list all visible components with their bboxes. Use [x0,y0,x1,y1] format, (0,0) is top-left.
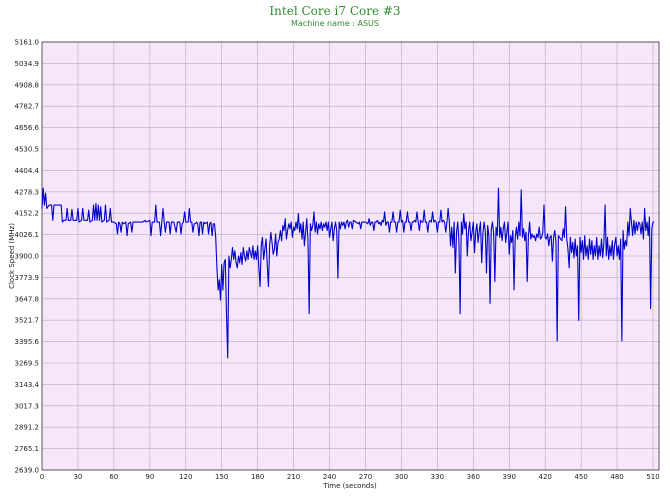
series-group [41,187,655,359]
x-tick-label: 150 [215,473,228,481]
x-tick-label: 180 [251,473,264,481]
x-tick-label: 450 [574,473,587,481]
y-tick-label: 4152.2 [15,210,40,218]
y-tick-label: 3647.8 [15,295,40,303]
x-tick-label: 360 [467,473,480,481]
y-tick-label: 3395.6 [15,338,40,346]
y-tick-label: 4530.5 [15,146,40,154]
y-tick-label: 4026.1 [15,231,40,239]
y-tick-label: 4278.3 [15,188,40,196]
y-tick-label: 3269.5 [15,360,40,368]
x-axis-ticks: 0 30 60 90 120 150 180 210 240 270 300 330 360 390 420… [40,473,660,481]
y-axis-label: Clock Speed (MHz) [8,223,16,289]
x-tick-label: 60 [109,473,118,481]
x-tick-label: 480 [610,473,623,481]
y-tick-label: 5034.9 [15,60,40,68]
x-tick-label: 510 [646,473,659,481]
grid-lines [41,41,659,471]
y-tick-label: 5161.0 [15,39,40,47]
y-tick-label: 3900.0 [15,253,40,261]
y-tick-label: 3017.3 [15,402,40,410]
y-tick-label: 4908.8 [15,81,40,89]
y-axis-ticks: 2639.0 2765.1 2891.2 3017.3 3143.4 3269.5 3395… [15,39,40,475]
y-tick-label: 4404.4 [15,167,40,175]
x-tick-label: 120 [179,473,192,481]
plot-frame [41,41,660,471]
x-tick-label: 300 [395,473,408,481]
y-tick-label: 2891.2 [15,424,40,432]
y-tick-label: 2765.1 [15,445,40,453]
y-tick-label: 3143.4 [15,381,40,389]
x-tick-label: 270 [359,473,372,481]
x-tick-label: 390 [503,473,516,481]
x-tick-label: 0 [40,473,44,481]
x-tick-label: 240 [323,473,336,481]
series-line [41,187,655,359]
x-tick-label: 330 [431,473,444,481]
x-tick-label: 210 [287,473,300,481]
x-axis-label: Time (seconds) [322,482,377,490]
x-tick-label: 90 [145,473,154,481]
y-tick-label: 4656.6 [15,124,40,132]
chart-title: Intel Core i7 Core #3 [269,4,401,18]
chart-subtitle: Machine name : ASUS [291,19,379,28]
y-tick-label: 2639.0 [15,467,40,475]
x-tick-label: 420 [538,473,551,481]
y-tick-label: 3521.7 [15,317,40,325]
y-tick-label: 3773.9 [15,274,40,282]
x-tick-label: 30 [73,473,82,481]
y-tick-label: 4782.7 [15,103,40,111]
